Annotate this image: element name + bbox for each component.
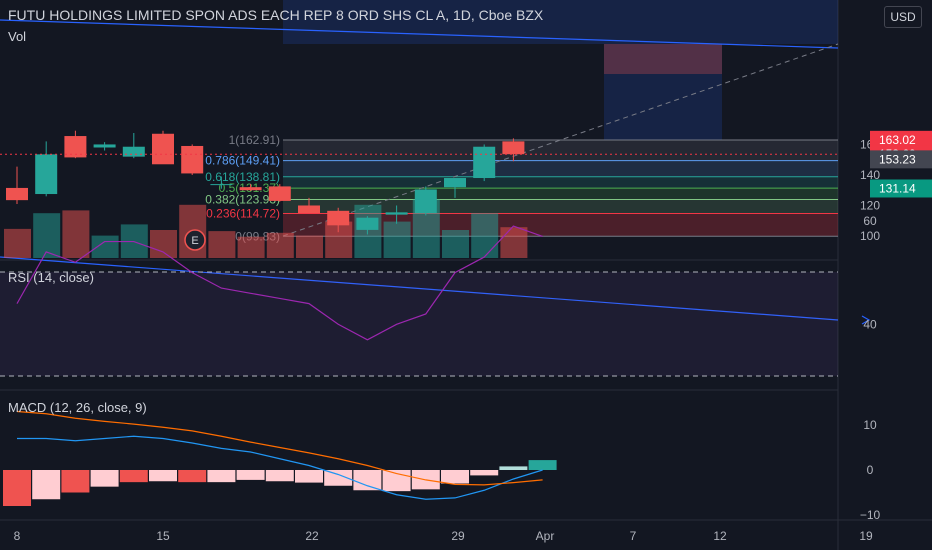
candle-body [93,144,116,148]
earnings-event-label: E [191,235,198,247]
x-axis-tick: 7 [630,529,637,543]
volume-bar [237,236,265,258]
macd-histogram-bar [32,470,61,500]
rsi-line [16,225,543,341]
macd-histogram-bar [61,470,90,493]
fib-level-label: 0.786(149.41) [205,154,280,168]
macd-histogram-bar [119,470,148,483]
symbol-title[interactable]: FUTU HOLDINGS LIMITED SPON ADS EACH REP … [8,7,544,23]
volume-label: Vol [8,29,27,44]
macd-axis-tick: −10 [860,508,881,522]
price-badge [870,150,932,169]
macd-histogram-bar [178,470,207,483]
candle-body [298,205,320,214]
candle-body [502,141,525,155]
fib-band [283,139,838,161]
volume-bar [471,213,499,258]
fib-level-label: 0.382(123.93) [205,192,280,206]
fib-level-label: 0.618(138.81) [205,170,280,184]
fib-band [283,188,838,200]
trendline-arrow [861,315,871,325]
x-axis-tick: 15 [156,529,170,543]
candle-body [64,136,87,158]
volume-bar [383,221,411,258]
fib-band [283,176,838,189]
rsi-band [0,272,838,376]
price-axis-tick: 140 [860,168,880,182]
candle-body [239,187,262,191]
macd-histogram-bar [149,470,177,482]
macd-histogram-bar [353,470,382,491]
macd-signal-line [16,410,543,486]
price-badge-text: 163.02 [879,133,916,147]
volume-bar [208,231,236,258]
price-axis-tick: 120 [860,198,880,212]
rsi-axis-tick: 60 [863,214,877,228]
fib-level-label: 0.236(114.72) [206,207,280,221]
trendline [0,256,839,321]
macd-histogram-bar [470,470,499,476]
macd-histogram-bar [236,470,265,480]
x-axis-tick: 19 [859,529,873,543]
price-badge-text: 131.14 [879,181,916,195]
x-axis-tick: 12 [713,529,727,543]
candle-body [6,187,28,201]
volume-bar [266,232,294,258]
macd-histogram-bar [265,470,294,482]
price-badge [870,179,932,198]
macd-histogram-bar [528,460,557,470]
candle-body [444,178,466,188]
macd-label: MACD (12, 26, close, 9) [8,400,147,415]
candle-body [385,212,408,215]
price-badge [870,130,932,149]
candle-body [356,217,379,230]
macd-histogram-bar [90,470,119,487]
candle-body [122,146,145,157]
projection-box [604,44,722,140]
projection-box [604,44,722,74]
candle-body [473,146,496,179]
price-badge-text: 153.23 [879,152,916,166]
price-axis-tick: 100 [860,229,880,243]
x-axis-tick: 8 [14,529,21,543]
candle-body [414,189,437,214]
macd-histogram-bar [207,470,236,483]
volume-bar [442,230,469,258]
rsi-label: RSI (14, close) [8,270,94,285]
x-axis-tick: 22 [305,529,319,543]
macd-histogram-bar [324,470,353,486]
projection-box [283,0,838,44]
macd-axis-tick: 0 [867,463,874,477]
candle-body [152,133,174,165]
macd-histogram-bar [499,466,528,470]
trendline [0,19,839,49]
volume-bar [296,235,323,258]
fib-level-label: 1(162.91) [229,133,280,147]
fib-band [283,160,838,177]
candle-body [35,154,58,195]
volume-bar [500,227,528,258]
candle-body [327,210,350,226]
rsi-axis-tick: 40 [863,317,877,331]
macd-axis-tick: 10 [863,418,877,432]
volume-bar [4,228,31,258]
x-axis-tick: Apr [536,529,555,543]
candle-body [210,184,233,186]
macd-line [17,435,543,500]
x-axis-tick: 29 [451,529,465,543]
volume-bar [150,230,177,258]
earnings-event-icon [184,229,206,251]
macd-histogram-bar [295,470,323,483]
volume-bar [91,235,119,258]
candle-body [181,145,204,174]
macd-histogram-bar [441,470,469,484]
macd-histogram-bar [3,470,31,506]
volume-bar [33,213,61,258]
fib-trend-dashed [282,43,839,237]
candle-body [268,186,291,201]
currency-button[interactable]: USD [884,6,922,28]
volume-bar [62,210,90,258]
